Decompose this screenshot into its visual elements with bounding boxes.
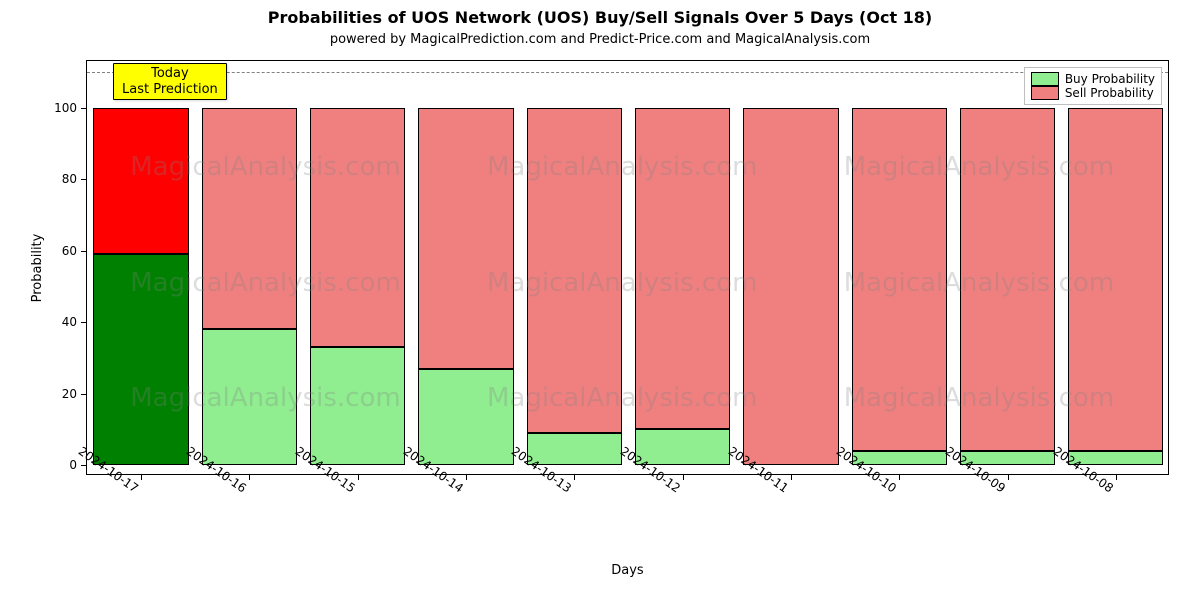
bar-slot (527, 61, 622, 474)
y-tick-mark (81, 179, 87, 180)
bar-buy (202, 329, 297, 465)
bar-sell (310, 108, 405, 348)
x-tick-mark (683, 474, 684, 480)
y-tick-mark (81, 465, 87, 466)
y-tick-mark (81, 108, 87, 109)
x-tick-mark (1008, 474, 1009, 480)
legend-item: Sell Probability (1031, 86, 1155, 100)
x-tick-mark (1116, 474, 1117, 480)
callout-line: Last Prediction (122, 82, 218, 98)
plot-area: 0204060801002024-10-172024-10-162024-10-… (86, 60, 1169, 475)
bar-slot (202, 61, 297, 474)
bar-buy (310, 347, 405, 465)
bar-sell (527, 108, 622, 434)
x-tick-mark (249, 474, 250, 480)
bar-buy (418, 369, 513, 466)
bar-sell (418, 108, 513, 369)
x-axis-label: Days (86, 563, 1169, 578)
callout-line: Today (122, 66, 218, 82)
legend-swatch (1031, 86, 1059, 100)
chart-subtitle: powered by MagicalPrediction.com and Pre… (0, 32, 1200, 47)
y-tick-mark (81, 322, 87, 323)
x-tick-label: 2024-10-12 (675, 484, 740, 535)
x-tick-label: 2024-10-11 (783, 484, 848, 535)
bar-sell (852, 108, 947, 451)
bar-sell (960, 108, 1055, 451)
x-tick-mark (358, 474, 359, 480)
bar-sell (1068, 108, 1163, 451)
bar-slot (418, 61, 513, 474)
bar-sell (743, 108, 838, 466)
bar-slot (635, 61, 730, 474)
x-tick-label: 2024-10-14 (458, 484, 523, 535)
today-callout: TodayLast Prediction (113, 63, 227, 100)
y-tick-mark (81, 251, 87, 252)
bar-slot (93, 61, 188, 474)
legend: Buy ProbabilitySell Probability (1024, 67, 1162, 105)
bar-slot (310, 61, 405, 474)
figure: Probabilities of UOS Network (UOS) Buy/S… (0, 0, 1200, 600)
x-tick-mark (466, 474, 467, 480)
x-tick-label: 2024-10-15 (350, 484, 415, 535)
y-axis-label: Probability (30, 233, 45, 302)
y-tick-mark (81, 394, 87, 395)
x-tick-label: 2024-10-16 (241, 484, 306, 535)
legend-swatch (1031, 72, 1059, 86)
bar-sell (93, 108, 188, 255)
legend-item: Buy Probability (1031, 72, 1155, 86)
x-tick-label: 2024-10-09 (1000, 484, 1065, 535)
x-tick-label: 2024-10-17 (133, 484, 198, 535)
x-tick-mark (574, 474, 575, 480)
bar-slot (960, 61, 1055, 474)
x-tick-mark (899, 474, 900, 480)
legend-label: Buy Probability (1065, 72, 1155, 86)
bar-sell (635, 108, 730, 430)
bar-sell (202, 108, 297, 330)
chart-title: Probabilities of UOS Network (UOS) Buy/S… (0, 8, 1200, 27)
x-tick-label: 2024-10-10 (891, 484, 956, 535)
bar-slot (852, 61, 947, 474)
bar-slot (743, 61, 838, 474)
legend-label: Sell Probability (1065, 86, 1154, 100)
x-tick-label: 2024-10-08 (1108, 484, 1173, 535)
x-tick-mark (791, 474, 792, 480)
x-tick-mark (141, 474, 142, 480)
x-tick-label: 2024-10-13 (566, 484, 631, 535)
bar-slot (1068, 61, 1163, 474)
bar-buy (93, 254, 188, 465)
